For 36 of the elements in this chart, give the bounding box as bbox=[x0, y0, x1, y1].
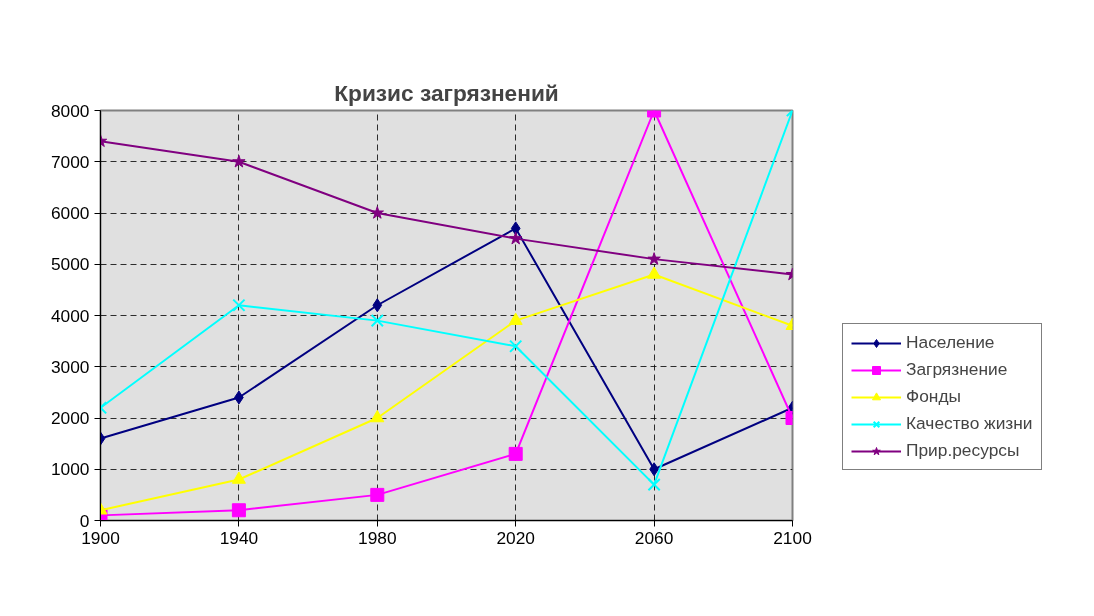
point bbox=[510, 221, 521, 236]
y-tick-label: 1000 bbox=[50, 459, 90, 480]
point bbox=[370, 313, 384, 328]
legend-label: Качество жизни bbox=[906, 413, 1033, 434]
point bbox=[231, 471, 246, 484]
x-tick-label: 2100 bbox=[773, 527, 812, 548]
y-tick-label: 4000 bbox=[50, 305, 90, 326]
y-tick-label: 7000 bbox=[50, 151, 90, 172]
point bbox=[508, 446, 523, 461]
point bbox=[370, 487, 385, 502]
point bbox=[370, 409, 385, 423]
x-tick-label: 2020 bbox=[496, 527, 535, 548]
legend-label: Загрязнение bbox=[906, 359, 1008, 380]
y-tick-label: 6000 bbox=[50, 203, 90, 223]
point bbox=[508, 312, 523, 325]
y-tick-label: 8000 bbox=[50, 100, 90, 121]
point bbox=[647, 477, 661, 492]
point bbox=[232, 154, 246, 168]
point bbox=[372, 298, 383, 313]
legend-label: Прир.ресурсы bbox=[906, 440, 1020, 461]
point bbox=[231, 503, 246, 518]
legend-label: Фонды bbox=[906, 386, 961, 407]
x-tick-label: 2060 bbox=[634, 527, 674, 548]
point bbox=[232, 298, 246, 312]
x-tick-label: 1980 bbox=[358, 527, 397, 548]
legend-label: Население bbox=[906, 332, 995, 353]
point bbox=[509, 339, 523, 353]
chart-title: Кризис загрязнений bbox=[334, 79, 559, 106]
point bbox=[509, 231, 523, 245]
y-tick-label: 5000 bbox=[50, 254, 90, 275]
y-tick-label: 3000 bbox=[50, 356, 90, 377]
x-tick-label: 1940 bbox=[219, 527, 259, 548]
point bbox=[647, 266, 662, 279]
point bbox=[370, 206, 384, 219]
point bbox=[647, 252, 661, 265]
y-tick-label: 2000 bbox=[50, 408, 90, 428]
